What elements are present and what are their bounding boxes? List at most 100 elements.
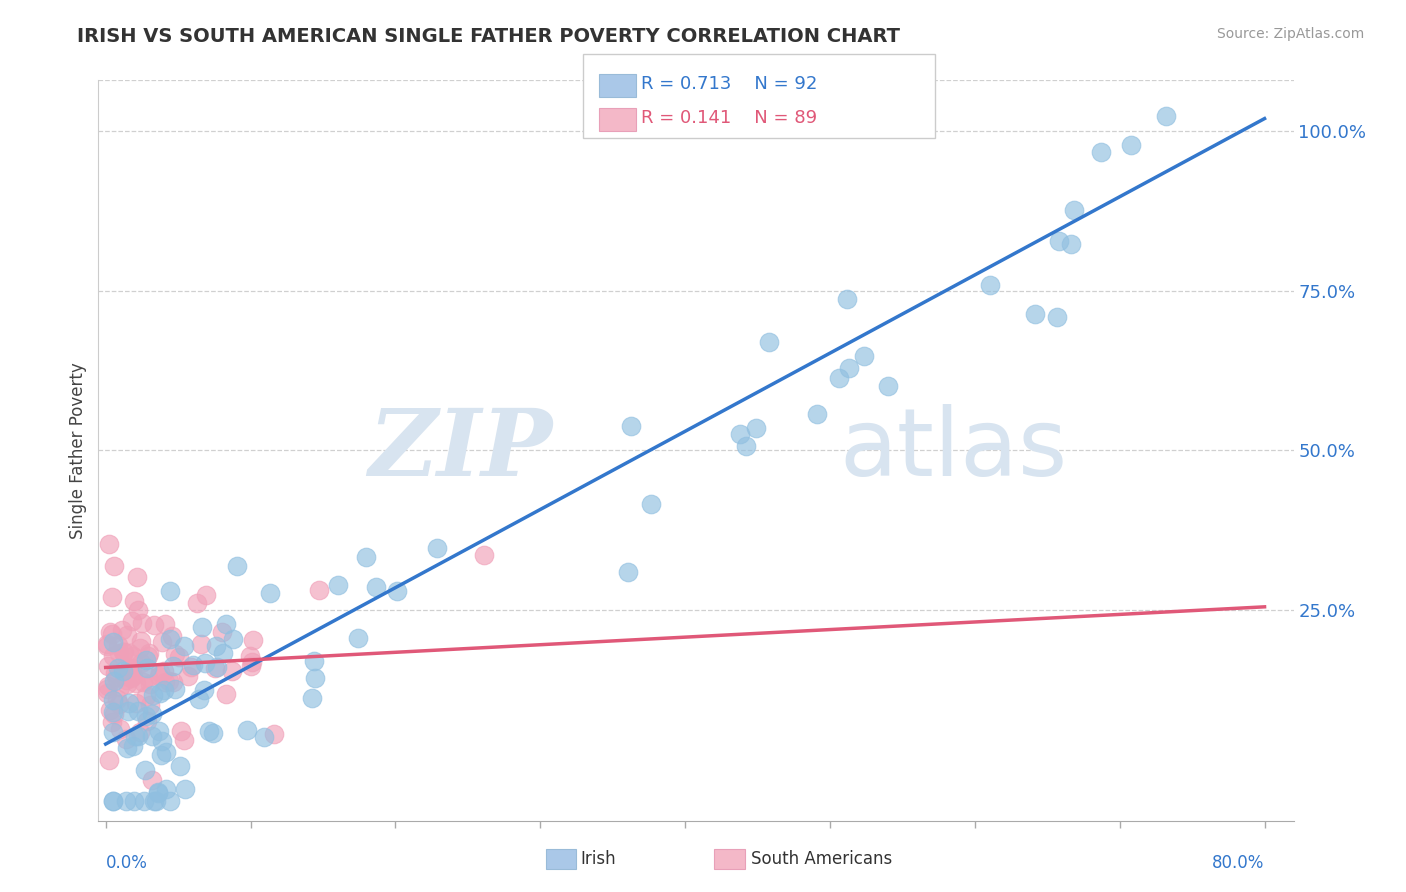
Point: [108, 680, 131, 694]
Point: [730, 427, 752, 442]
Point: [1060, 236, 1083, 251]
Point: [100, 714, 122, 729]
Point: [193, 682, 215, 697]
Point: [132, 795, 155, 809]
Point: [105, 692, 128, 706]
Point: [118, 697, 141, 711]
Point: [145, 795, 167, 809]
Point: [828, 371, 851, 385]
Point: [121, 614, 143, 628]
Point: [159, 632, 181, 647]
Point: [125, 696, 148, 710]
Point: [187, 692, 209, 706]
Point: [173, 732, 195, 747]
Point: [131, 615, 153, 630]
Point: [96, 637, 118, 651]
Point: [115, 673, 138, 688]
Point: [146, 785, 169, 799]
Point: [112, 669, 135, 683]
Text: Irish: Irish: [581, 850, 616, 868]
Point: [155, 674, 177, 689]
Point: [115, 731, 138, 746]
Point: [212, 646, 235, 660]
Point: [115, 665, 138, 680]
Point: [101, 795, 124, 809]
Point: [259, 586, 281, 600]
Point: [146, 786, 169, 800]
Point: [118, 646, 141, 660]
Point: [186, 596, 208, 610]
Point: [877, 379, 900, 393]
Point: [121, 669, 143, 683]
Point: [159, 583, 181, 598]
Point: [101, 634, 124, 648]
Point: [114, 795, 136, 809]
Point: [148, 723, 170, 738]
Point: [101, 795, 124, 809]
Point: [226, 559, 249, 574]
Point: [204, 661, 226, 675]
Point: [96, 681, 118, 696]
Point: [366, 580, 388, 594]
Point: [135, 708, 157, 723]
Point: [128, 641, 150, 656]
Point: [105, 670, 128, 684]
Point: [735, 439, 758, 453]
Point: [98, 753, 121, 767]
Point: [97, 679, 120, 693]
Text: R = 0.713    N = 92: R = 0.713 N = 92: [641, 75, 817, 94]
Point: [150, 734, 173, 748]
Point: [1121, 138, 1143, 153]
Point: [112, 645, 135, 659]
Point: [426, 541, 449, 555]
Point: [191, 620, 214, 634]
Point: [122, 795, 145, 809]
Point: [758, 335, 780, 350]
Point: [239, 659, 262, 673]
Point: [1024, 307, 1046, 321]
Point: [1154, 109, 1177, 123]
Point: [837, 292, 859, 306]
Point: [107, 661, 129, 675]
Point: [129, 634, 152, 648]
Point: [190, 637, 212, 651]
Text: R = 0.141    N = 89: R = 0.141 N = 89: [641, 110, 817, 128]
Point: [124, 729, 146, 743]
Point: [1045, 310, 1067, 324]
Point: [121, 739, 143, 753]
Point: [118, 661, 141, 675]
Point: [127, 603, 149, 617]
Point: [169, 758, 191, 772]
Point: [111, 623, 134, 637]
Point: [616, 565, 638, 579]
Point: [304, 671, 326, 685]
Point: [103, 559, 125, 574]
Point: [162, 675, 184, 690]
Point: [135, 653, 157, 667]
Point: [134, 763, 156, 777]
Point: [159, 795, 181, 809]
Point: [101, 590, 124, 604]
Point: [97, 537, 120, 551]
Text: South Americans: South Americans: [751, 850, 891, 868]
Point: [153, 664, 176, 678]
Point: [101, 627, 124, 641]
Point: [155, 745, 177, 759]
Point: [124, 594, 146, 608]
Point: [205, 639, 228, 653]
Point: [221, 664, 243, 678]
Point: [173, 639, 195, 653]
Point: [115, 677, 138, 691]
Text: atlas: atlas: [839, 404, 1067, 497]
Point: [328, 578, 350, 592]
Point: [150, 634, 173, 648]
Point: [139, 676, 162, 690]
Point: [101, 724, 124, 739]
Point: [143, 618, 166, 632]
Point: [141, 729, 163, 743]
Point: [215, 687, 238, 701]
Point: [838, 361, 860, 376]
Point: [640, 497, 662, 511]
Point: [120, 671, 142, 685]
Point: [263, 727, 285, 741]
